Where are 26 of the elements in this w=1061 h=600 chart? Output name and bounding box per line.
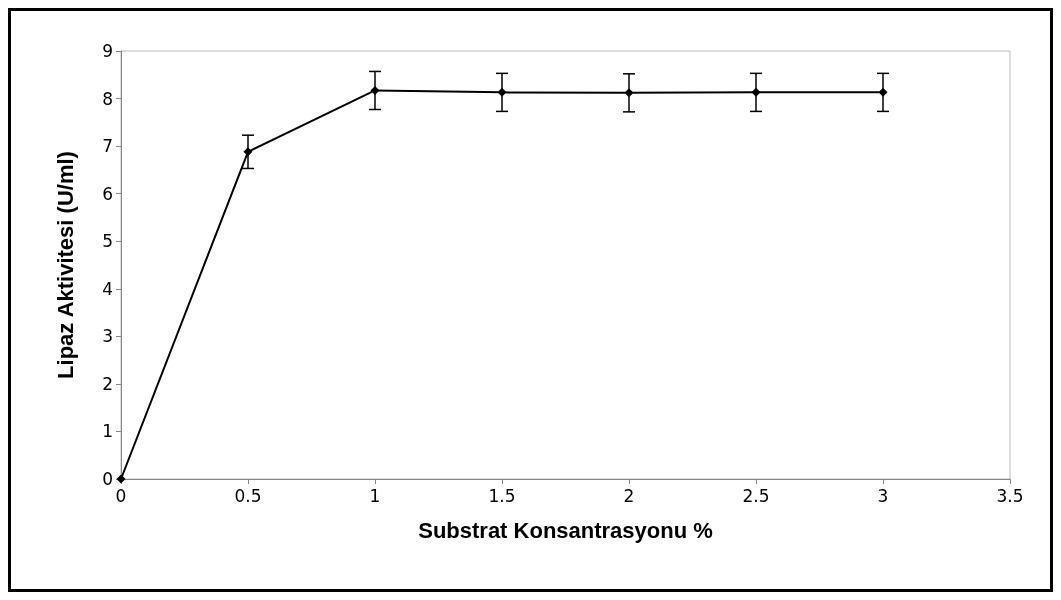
- x-tick-label: 3: [877, 485, 889, 506]
- x-tick-label: 1: [369, 485, 381, 506]
- x-tick-label: 2: [623, 485, 635, 506]
- x-tick-label: 2.5: [742, 485, 770, 506]
- x-tick-label: 1.5: [488, 485, 516, 506]
- point: [624, 88, 634, 98]
- x-tick-label: 3.5: [996, 485, 1024, 506]
- y-tick-label: 2: [102, 373, 113, 394]
- point: [878, 87, 888, 97]
- point: [243, 147, 253, 157]
- y-tick-label: 6: [102, 183, 113, 204]
- y-axis-title: Lipaz Aktivitesi (U/ml): [52, 151, 78, 379]
- point: [370, 85, 380, 95]
- x-axis-title: Substrat Konsantrasyonu %: [418, 517, 713, 543]
- y-tick-label: 5: [102, 231, 113, 252]
- point: [751, 87, 761, 97]
- y-tick-label: 3: [102, 326, 113, 347]
- x-tick-label: 0: [115, 485, 127, 506]
- y-tick-label: 4: [102, 278, 113, 299]
- y-tick-label: 7: [102, 136, 113, 157]
- y-tick-label: 1: [102, 421, 113, 442]
- y-tick-label: 8: [102, 88, 113, 109]
- y-tick-label: 9: [102, 41, 113, 61]
- x-tick-label: 0.5: [234, 485, 262, 506]
- y-tick-label: 0: [102, 469, 113, 489]
- point: [497, 87, 507, 97]
